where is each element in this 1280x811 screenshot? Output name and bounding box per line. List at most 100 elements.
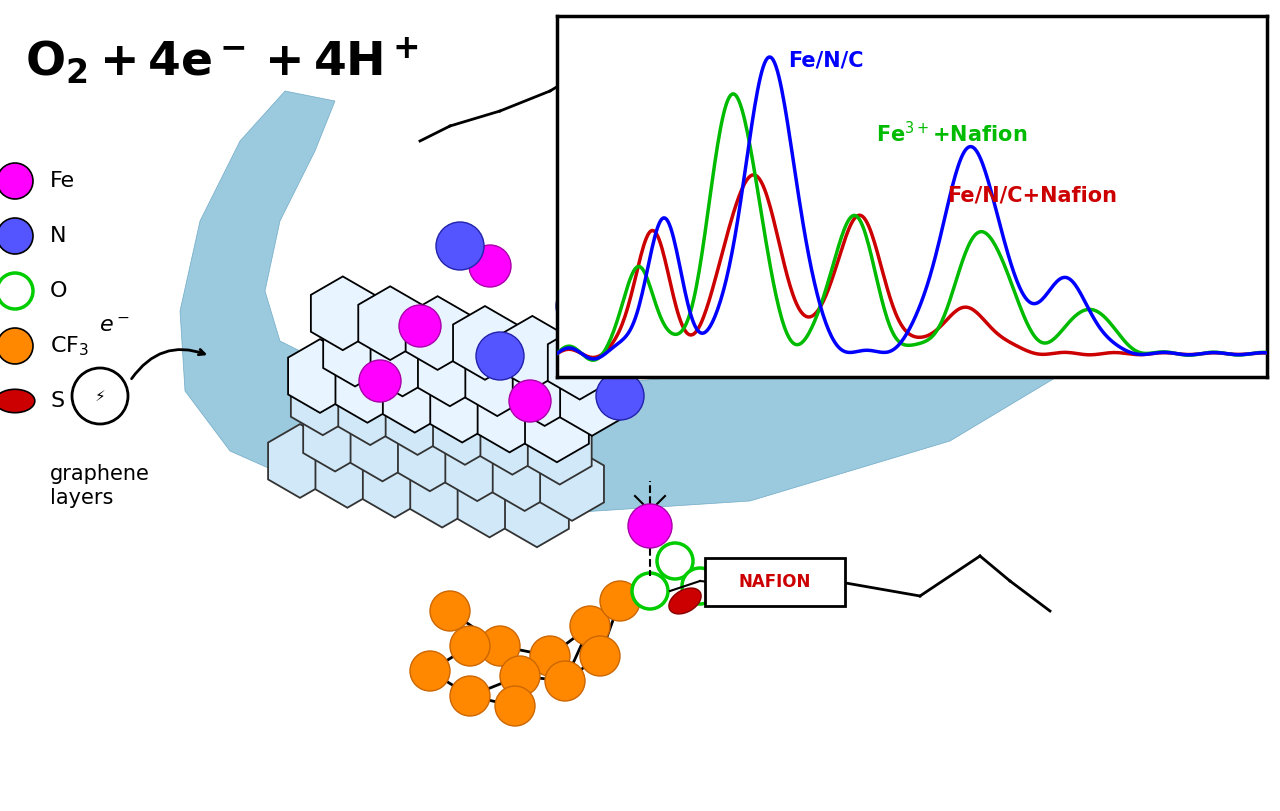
Polygon shape (453, 306, 517, 380)
Circle shape (611, 41, 650, 81)
Polygon shape (385, 381, 449, 455)
Text: graphene
layers: graphene layers (50, 465, 150, 508)
Circle shape (696, 302, 744, 350)
Circle shape (468, 245, 511, 287)
Circle shape (561, 76, 600, 116)
Circle shape (630, 116, 669, 156)
Circle shape (632, 573, 668, 609)
Circle shape (596, 372, 644, 420)
Circle shape (580, 636, 620, 676)
Circle shape (0, 163, 33, 199)
Circle shape (745, 46, 785, 86)
Polygon shape (288, 339, 352, 413)
Text: Fe/N/C+Nafion: Fe/N/C+Nafion (947, 185, 1117, 205)
Text: Fe/N/C: Fe/N/C (787, 50, 863, 70)
Circle shape (0, 218, 33, 254)
Circle shape (0, 328, 33, 364)
Circle shape (495, 686, 535, 726)
Circle shape (430, 591, 470, 631)
Polygon shape (315, 434, 379, 508)
Circle shape (660, 36, 700, 76)
Polygon shape (351, 408, 415, 481)
Circle shape (580, 106, 620, 146)
Circle shape (628, 504, 672, 548)
Circle shape (666, 212, 714, 260)
Polygon shape (433, 391, 497, 465)
Text: Fe: Fe (50, 171, 76, 191)
Text: Fe$^{3+}$+Nafion: Fe$^{3+}$+Nafion (877, 121, 1028, 147)
Text: S: S (50, 391, 64, 411)
Circle shape (358, 360, 401, 402)
PathPatch shape (180, 91, 1149, 516)
Circle shape (570, 606, 611, 646)
Text: N: N (50, 226, 67, 246)
Circle shape (680, 86, 719, 126)
Circle shape (700, 16, 740, 56)
Polygon shape (268, 424, 332, 498)
Circle shape (657, 543, 692, 579)
Circle shape (876, 272, 924, 320)
Polygon shape (338, 371, 402, 445)
Circle shape (480, 626, 520, 666)
Polygon shape (406, 296, 470, 370)
Text: R, distance, Å: R, distance, Å (954, 316, 1087, 337)
Polygon shape (303, 397, 367, 471)
Circle shape (476, 332, 524, 380)
Circle shape (732, 78, 768, 114)
Polygon shape (371, 323, 434, 397)
Circle shape (628, 265, 671, 307)
Circle shape (545, 661, 585, 701)
FancyBboxPatch shape (705, 558, 845, 606)
Circle shape (838, 290, 881, 332)
Circle shape (759, 245, 801, 287)
Circle shape (399, 305, 442, 347)
Circle shape (436, 222, 484, 270)
Text: ⚡: ⚡ (95, 388, 105, 404)
Circle shape (600, 136, 640, 176)
Polygon shape (500, 316, 564, 389)
Circle shape (767, 58, 803, 94)
Polygon shape (466, 342, 529, 416)
Polygon shape (477, 379, 541, 453)
Circle shape (451, 676, 490, 716)
Circle shape (730, 106, 771, 146)
Polygon shape (430, 369, 494, 443)
Polygon shape (525, 388, 589, 462)
Polygon shape (358, 286, 422, 360)
Polygon shape (398, 418, 462, 491)
Ellipse shape (0, 389, 35, 413)
Circle shape (782, 93, 818, 129)
Polygon shape (493, 437, 557, 511)
Polygon shape (506, 474, 568, 547)
Polygon shape (419, 333, 481, 406)
FancyBboxPatch shape (635, 153, 774, 201)
Polygon shape (527, 411, 591, 484)
Text: O: O (50, 281, 68, 301)
Circle shape (796, 232, 844, 280)
Text: NAFION: NAFION (669, 168, 741, 186)
Circle shape (0, 273, 33, 309)
Text: $\mathbf{O_2 + 4e^- + 4H^+}$: $\mathbf{O_2 + 4e^- + 4H^+}$ (26, 36, 419, 86)
Circle shape (600, 581, 640, 621)
Text: $e^-$: $e^-$ (100, 316, 131, 336)
Polygon shape (291, 362, 355, 436)
Circle shape (410, 651, 451, 691)
Polygon shape (411, 454, 474, 527)
Polygon shape (445, 427, 509, 501)
Circle shape (500, 656, 540, 696)
Circle shape (72, 368, 128, 424)
Polygon shape (335, 349, 399, 423)
Polygon shape (458, 464, 521, 538)
Polygon shape (383, 359, 447, 432)
Polygon shape (362, 444, 426, 517)
Text: $\mathbf{2H_2O}$: $\mathbf{2H_2O}$ (1068, 336, 1180, 376)
Text: NAFION: NAFION (739, 573, 812, 591)
Circle shape (682, 568, 718, 604)
Circle shape (451, 626, 490, 666)
Polygon shape (561, 362, 623, 436)
Polygon shape (548, 326, 612, 400)
Polygon shape (311, 277, 375, 350)
Ellipse shape (669, 588, 701, 614)
Polygon shape (540, 447, 604, 521)
Polygon shape (323, 313, 387, 387)
